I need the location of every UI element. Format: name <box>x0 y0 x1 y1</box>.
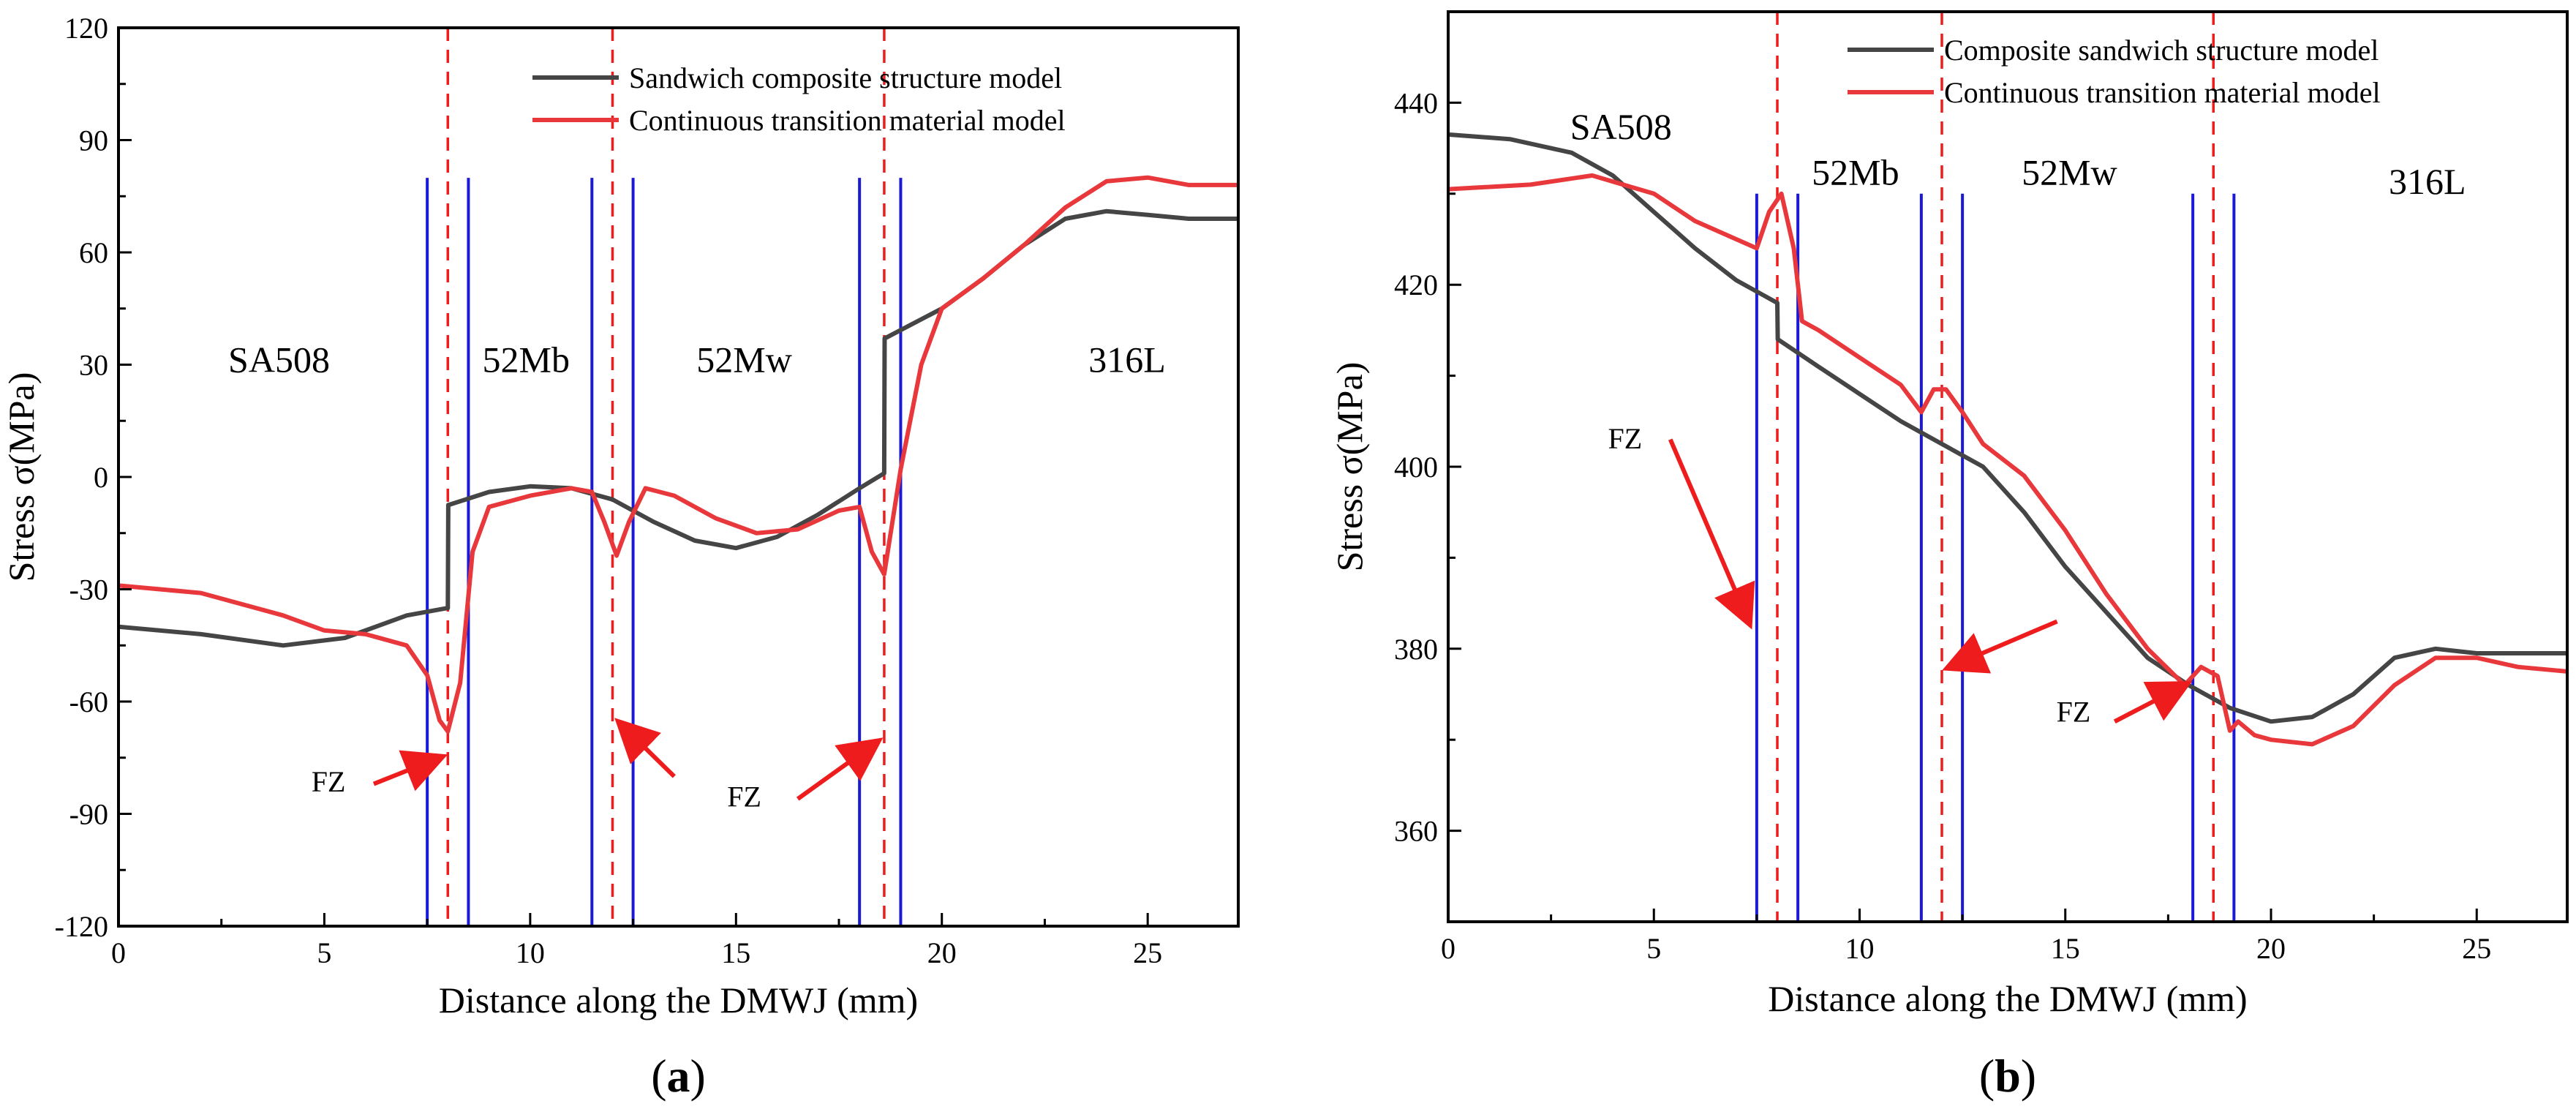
region-label: 52Mb <box>483 339 570 380</box>
x-tick-label: 25 <box>2462 932 2491 965</box>
plot-frame <box>1447 10 2569 923</box>
series-line-sandwich <box>118 208 1238 648</box>
x-tick-label: 15 <box>721 936 750 969</box>
y-tick-label: 420 <box>1394 268 1438 301</box>
region-label: 52Mb <box>1812 151 1899 192</box>
y-tick-label: 120 <box>64 12 108 45</box>
panel-label: (b) <box>1979 1050 2036 1102</box>
legend-label-sandwich: Composite sandwich structure model <box>1944 34 2379 67</box>
legend-label-continuous: Continuous transition material model <box>1944 76 2381 109</box>
fz-arrow <box>1942 619 2058 674</box>
fz-label: FZ <box>1608 422 1643 455</box>
fz-arrow <box>796 737 884 801</box>
fz-arrow <box>372 750 448 792</box>
region-label: 316L <box>2389 161 2466 202</box>
y-tick-label: 0 <box>94 461 108 494</box>
y-tick-label: 440 <box>1394 86 1438 119</box>
y-tick-label: -30 <box>69 574 108 606</box>
region-label: SA508 <box>228 339 330 380</box>
x-tick-label: 0 <box>1441 932 1455 965</box>
fz-arrow <box>614 718 676 778</box>
legend-label-sandwich: Sandwich composite structure model <box>629 61 1062 94</box>
x-tick-label: 10 <box>516 936 545 969</box>
y-tick-label: 60 <box>79 236 108 269</box>
y-axis-title: Stress σ(MPa) <box>1 372 42 582</box>
y-tick-label: 90 <box>79 124 108 157</box>
x-tick-label: 20 <box>927 936 957 969</box>
series-line-continuous <box>1448 173 2567 747</box>
series-group <box>1448 132 2567 747</box>
y-tick-label: 30 <box>79 349 108 382</box>
y-tick-label: -60 <box>69 685 108 718</box>
y-tick-label: 360 <box>1394 815 1438 848</box>
x-tick-label: 5 <box>1646 932 1661 965</box>
y-tick-label: -90 <box>69 798 108 831</box>
x-tick-label: 0 <box>111 936 126 969</box>
fz-arrow <box>2113 681 2193 724</box>
fz-label: FZ <box>727 780 761 813</box>
plot-frame <box>117 26 1240 928</box>
chart-panel-a: 0 5 10 15 20 25 -120 -90 -60 -30 0 30 60 90 120 Distanc… <box>1 12 1240 1102</box>
region-label: 52Mw <box>696 339 792 380</box>
fz-arrow <box>1668 438 1755 630</box>
y-tick-label: 400 <box>1394 451 1438 484</box>
y-tick-label: 380 <box>1394 633 1438 666</box>
x-tick-label: 20 <box>2256 932 2286 965</box>
legend-label-continuous: Continuous transition material model <box>629 104 1066 137</box>
x-tick-label: 10 <box>1845 932 1875 965</box>
y-tick-label: -120 <box>55 910 108 943</box>
region-label: 316L <box>1088 339 1166 380</box>
panel-label: (a) <box>651 1050 706 1102</box>
chart-panel-b: 0 5 10 15 20 25 360 380 400 420 440 Distance along … <box>1329 10 2569 1102</box>
series-line-sandwich <box>1448 132 2567 724</box>
fz-label: FZ <box>312 765 346 798</box>
series-group <box>118 175 1238 734</box>
x-axis-title: Distance along the DMWJ (mm) <box>439 980 918 1021</box>
region-label: 52Mw <box>2022 151 2117 192</box>
x-tick-label: 25 <box>1133 936 1162 969</box>
series-line-continuous <box>118 175 1238 734</box>
fz-label: FZ <box>2057 695 2091 728</box>
x-axis-title: Distance along the DMWJ (mm) <box>1768 978 2247 1019</box>
region-label: SA508 <box>1570 106 1672 147</box>
x-tick-label: 15 <box>2051 932 2080 965</box>
y-axis-title: Stress σ(MPa) <box>1329 362 1370 572</box>
x-tick-label: 5 <box>317 936 331 969</box>
